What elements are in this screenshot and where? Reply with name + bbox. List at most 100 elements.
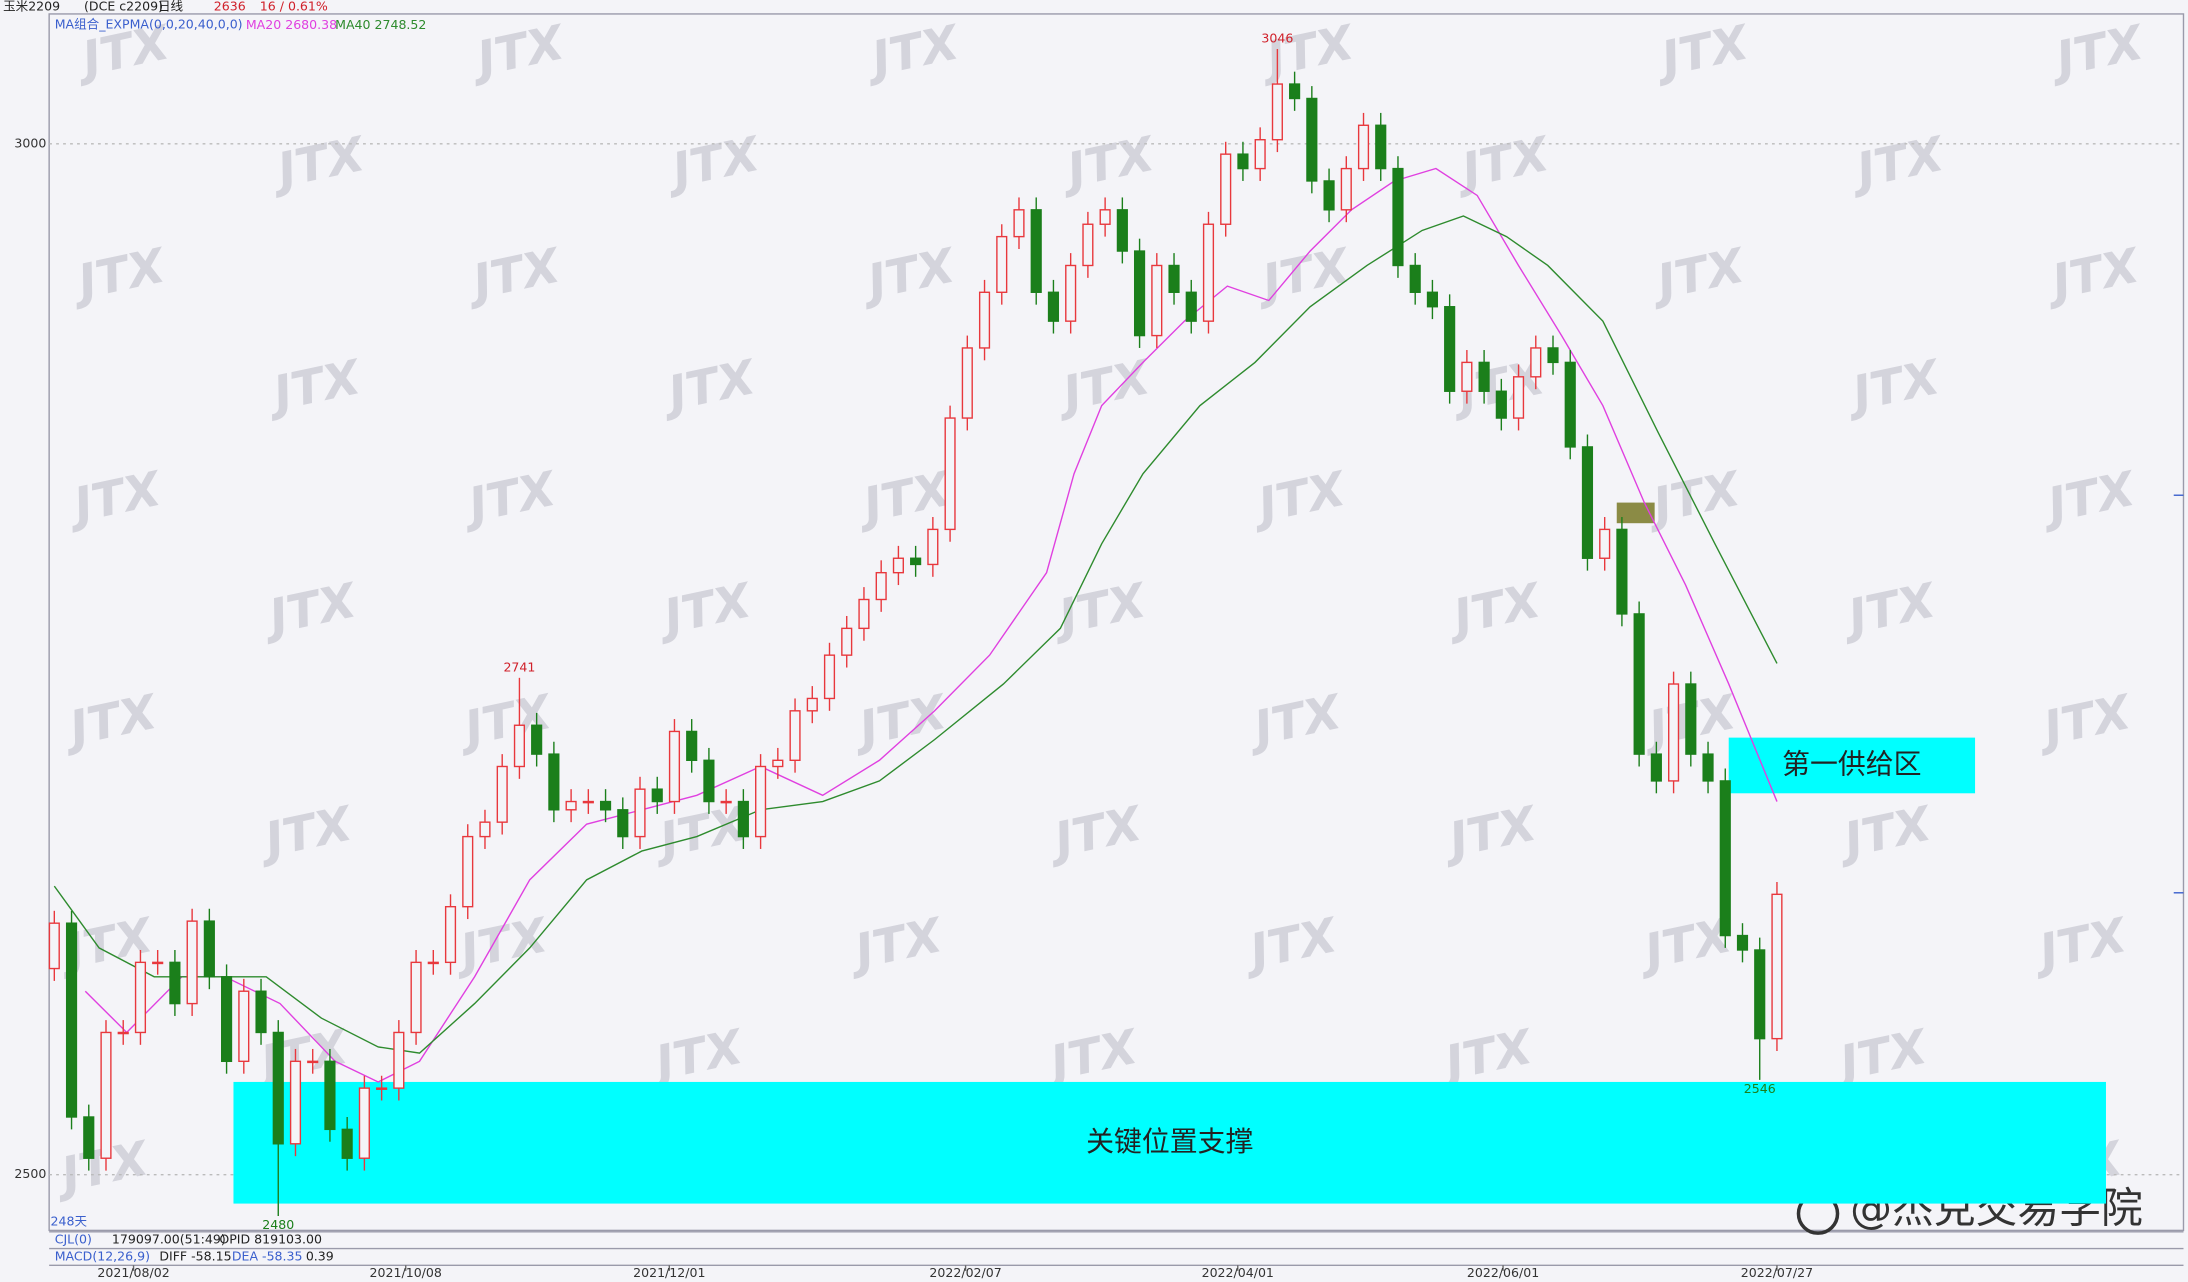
candle-body xyxy=(1668,683,1680,782)
candle-body xyxy=(1426,291,1439,308)
candle-body xyxy=(1271,83,1283,141)
legend-ma20: MA20 2680.38 xyxy=(246,17,337,32)
candle-body xyxy=(1151,264,1163,337)
candle-body xyxy=(1633,613,1645,755)
candle-body xyxy=(1323,180,1335,211)
candle-body xyxy=(65,922,78,1118)
ma-line xyxy=(84,167,1778,1083)
candle-body xyxy=(83,1116,95,1159)
candle-body xyxy=(393,1031,405,1089)
candle-body xyxy=(772,759,784,768)
candle-body xyxy=(221,976,233,1063)
candle-body xyxy=(117,1031,129,1035)
high-label: 2741 xyxy=(503,660,535,675)
x-tick-label: 2021/08/02 xyxy=(97,1265,169,1280)
candle-body xyxy=(1340,167,1352,211)
candle-body xyxy=(1736,934,1749,951)
macd-name[interactable]: MACD(12,26,9) xyxy=(55,1248,150,1263)
candle-body xyxy=(961,347,973,419)
candle-body xyxy=(1013,209,1025,238)
candle-body xyxy=(927,528,939,566)
candle-body xyxy=(152,961,164,965)
candle-body xyxy=(289,1060,302,1145)
low-label: 2546 xyxy=(1744,1081,1776,1096)
candle-body xyxy=(582,800,594,804)
candle-body xyxy=(1599,528,1611,559)
candle-body xyxy=(1719,780,1731,937)
candle-body xyxy=(358,1087,370,1159)
candle-body xyxy=(1116,209,1128,252)
candle-body xyxy=(910,557,922,566)
candle-body xyxy=(1082,223,1094,267)
candle-body xyxy=(307,1060,319,1064)
open-interest: OPID 819103.00 xyxy=(219,1232,322,1247)
candle-body xyxy=(462,835,474,908)
period[interactable]: 日线 xyxy=(158,0,184,13)
candle-body xyxy=(1702,753,1714,782)
candle-body xyxy=(1547,347,1559,364)
candle-body xyxy=(238,990,250,1063)
candle-body xyxy=(1495,390,1507,419)
y-tick-label: 3000 xyxy=(14,135,46,150)
candle-body xyxy=(203,920,215,978)
high-label: 3046 xyxy=(1261,31,1293,46)
candle-body xyxy=(1168,264,1180,293)
candle-body xyxy=(686,730,698,762)
macd-value: 0.39 xyxy=(306,1248,334,1263)
candle-body xyxy=(1375,124,1387,170)
x-tick-label: 2022/06/01 xyxy=(1467,1265,1539,1280)
candle-body xyxy=(410,961,422,1034)
x-tick-label: 2021/12/01 xyxy=(633,1265,705,1280)
candle-body xyxy=(1099,209,1111,225)
candle-body xyxy=(823,654,836,700)
legend-ma40: MA40 2748.52 xyxy=(335,17,426,32)
candle-body xyxy=(272,1031,284,1145)
candle-body xyxy=(720,800,732,804)
zone-label: 第一供给区 xyxy=(1782,747,1921,780)
candle-body xyxy=(1306,97,1318,182)
candle-body xyxy=(737,800,749,838)
candle-body xyxy=(858,598,870,630)
bar-count: 248天 xyxy=(51,1214,88,1229)
candle-body xyxy=(1289,83,1301,100)
candle-body xyxy=(806,697,818,712)
candle-body xyxy=(944,417,956,531)
candle-body xyxy=(1616,528,1628,615)
indicator[interactable]: MA组合_EXPMA(0,0,20,40,0,0) xyxy=(55,17,243,32)
candle-body xyxy=(1357,124,1370,170)
x-tick-label: 2022/07/27 xyxy=(1741,1265,1813,1280)
legend-value: 2680.38 xyxy=(285,17,337,32)
x-tick-label: 2022/02/07 xyxy=(929,1265,1001,1280)
candle-body xyxy=(548,753,560,811)
candle-body xyxy=(634,788,646,838)
zone-label: 关键位置支撑 xyxy=(1086,1125,1253,1158)
candle-body xyxy=(1237,153,1249,170)
plot-frame xyxy=(48,13,2185,1232)
candle-body xyxy=(1530,347,1542,378)
candle-body xyxy=(341,1128,353,1159)
x-tick-label: 2022/04/01 xyxy=(1202,1265,1274,1280)
candle-body xyxy=(996,235,1008,293)
change: 16 / 0.61% xyxy=(260,0,328,13)
candle-body xyxy=(1220,153,1232,225)
candle-body xyxy=(1478,361,1490,392)
candle-body xyxy=(1512,376,1525,419)
candle-body xyxy=(978,291,991,349)
candle-body xyxy=(444,905,457,964)
candle-body xyxy=(169,961,181,1005)
candle-body xyxy=(134,961,147,1034)
candle-body xyxy=(617,809,629,838)
candle-body xyxy=(1461,361,1473,392)
legend-name: MA40 xyxy=(335,17,370,32)
candle-body xyxy=(1771,893,1783,1040)
legend-name: MA20 xyxy=(246,17,281,32)
candle-body xyxy=(789,710,801,762)
y-tick-label: 2500 xyxy=(14,1166,46,1181)
candle-body xyxy=(324,1060,336,1131)
symbol: 玉米2209 xyxy=(3,0,60,13)
candle-body xyxy=(755,765,767,838)
candle-body xyxy=(1409,264,1421,293)
ma-line xyxy=(53,215,1778,1054)
